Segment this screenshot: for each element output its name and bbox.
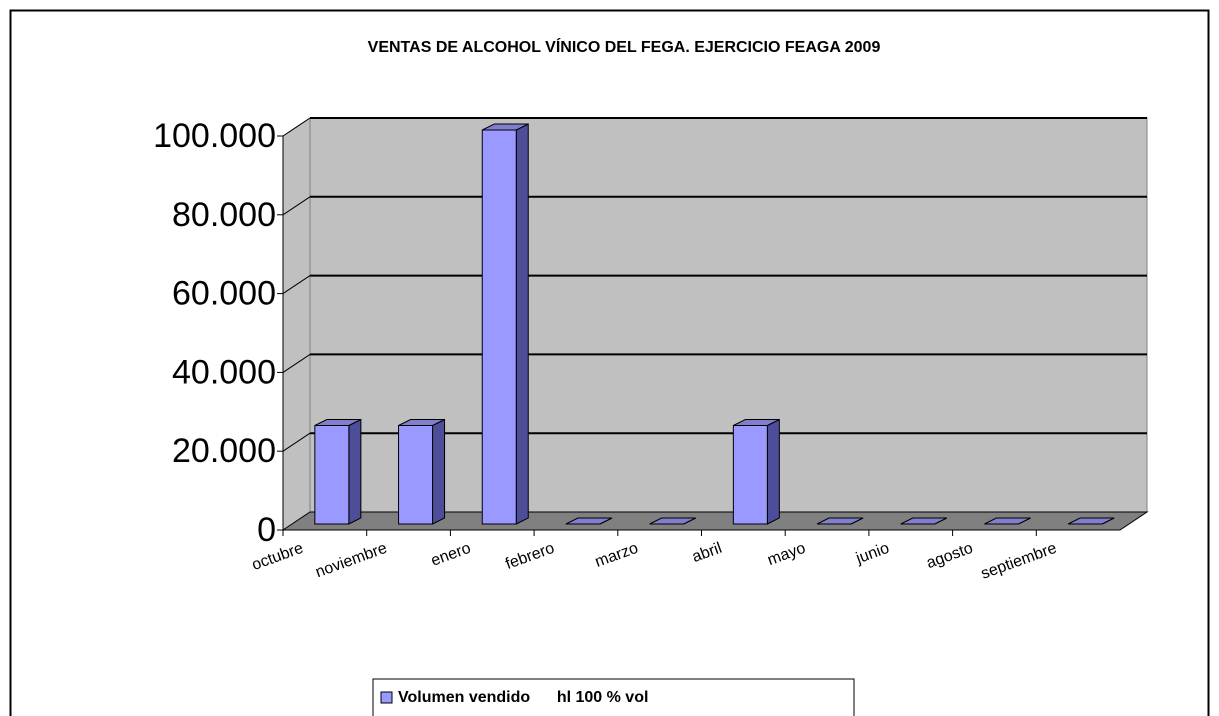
- bar-top: [984, 517, 1031, 525]
- bar-side: [515, 123, 529, 525]
- legend: [372, 678, 855, 716]
- bar-front: [481, 129, 517, 525]
- grid-line: [282, 117, 311, 137]
- grid-line: [282, 275, 311, 295]
- legend-swatch: [380, 691, 393, 704]
- y-tick-label: 40.000: [172, 353, 276, 391]
- y-tick-label: 80.000: [172, 196, 276, 234]
- bar-top: [398, 419, 445, 426]
- bar-front: [732, 425, 768, 525]
- grid-line: [282, 432, 311, 452]
- bar-side: [766, 418, 780, 525]
- bar: [649, 517, 696, 525]
- bar-top: [649, 517, 696, 525]
- y-tick-label: 60.000: [172, 275, 276, 313]
- grid-line: [282, 196, 311, 216]
- y-tick-label: 100.000: [153, 117, 276, 155]
- chart-title: VENTAS DE ALCOHOL VÍNICO DEL FEGA. EJERC…: [368, 37, 881, 56]
- bar-front: [314, 425, 350, 525]
- bar-top: [733, 419, 780, 426]
- bar-top: [1067, 517, 1115, 525]
- bar: [1067, 517, 1115, 525]
- bar-side: [432, 418, 446, 525]
- bar: [732, 418, 780, 525]
- bar-top: [314, 419, 362, 426]
- bar: [900, 517, 947, 525]
- side-wall: [282, 117, 311, 531]
- bar-top: [816, 517, 864, 525]
- bar-top: [900, 517, 947, 525]
- bar-front: [398, 425, 434, 525]
- bar: [984, 517, 1031, 525]
- bar: [314, 418, 362, 525]
- bar-side: [348, 418, 362, 525]
- bar: [565, 517, 613, 525]
- bar: [816, 517, 864, 525]
- legend-label: Volumen vendido hl 100 % vol: [398, 689, 648, 706]
- y-tick-label: 20.000: [172, 432, 276, 470]
- bar: [481, 123, 529, 525]
- bar-top: [482, 123, 529, 131]
- bar-top: [565, 517, 613, 525]
- bar: [398, 418, 446, 525]
- grid-line: [282, 353, 311, 373]
- y-tick-label: 0: [257, 511, 276, 549]
